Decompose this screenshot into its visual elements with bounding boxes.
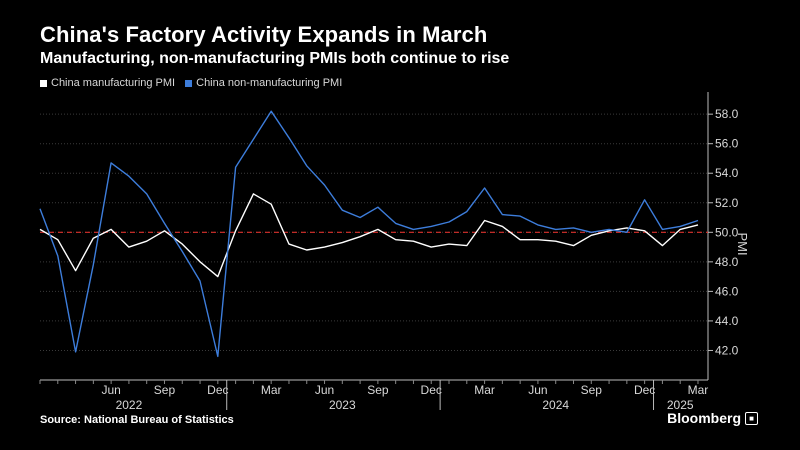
legend: China manufacturing PMI China non-manufa…	[40, 77, 342, 89]
y-axis-label: PMI	[735, 232, 750, 255]
x-tick-label: Jun	[528, 383, 547, 397]
x-tick-label: Jun	[101, 383, 120, 397]
y-tick-label: 50.0	[715, 225, 739, 239]
bloomberg-logo: Bloomberg ■	[667, 410, 758, 426]
x-tick-label: Sep	[581, 383, 603, 397]
source-note: Source: National Bureau of Statistics	[40, 414, 234, 426]
bloomberg-mark-icon: ■	[745, 411, 758, 425]
legend-item-non-manufacturing: China non-manufacturing PMI	[185, 77, 342, 89]
legend-item-manufacturing: China manufacturing PMI	[40, 77, 175, 89]
y-tick-label: 56.0	[715, 137, 739, 151]
y-tick-label: 48.0	[715, 255, 739, 269]
brand-name: Bloomberg	[667, 410, 741, 426]
series-line-manufacturing	[39, 193, 699, 278]
y-tick-label: 42.0	[715, 343, 739, 357]
x-tick-label: Dec	[207, 383, 228, 397]
legend-label-manufacturing: China manufacturing PMI	[51, 77, 176, 89]
y-tick-label: 52.0	[715, 196, 739, 210]
year-label: 2025	[667, 398, 694, 412]
legend-swatch-manufacturing	[40, 79, 47, 87]
y-tick-label: 58.0	[715, 107, 739, 121]
chart-title: China's Factory Activity Expands in Marc…	[40, 22, 488, 47]
legend-swatch-non-manufacturing	[185, 79, 193, 87]
year-label: 2024	[542, 398, 569, 412]
x-tick-label: Mar	[261, 383, 282, 397]
y-tick-label: 44.0	[715, 314, 739, 328]
y-tick-label: 46.0	[715, 284, 739, 298]
series-line-non-manufacturing	[39, 110, 699, 358]
year-label: 2022	[116, 398, 143, 412]
legend-label-non-manufacturing: China non-manufacturing PMI	[196, 77, 343, 89]
x-tick-label: Mar	[688, 383, 709, 397]
x-tick-label: Sep	[367, 383, 389, 397]
chart-subtitle: Manufacturing, non-manufacturing PMIs bo…	[40, 50, 510, 67]
year-label: 2023	[329, 398, 356, 412]
x-tick-label: Dec	[634, 383, 655, 397]
x-tick-label: Sep	[154, 383, 176, 397]
x-tick-label: Jun	[315, 383, 334, 397]
x-tick-label: Dec	[421, 383, 442, 397]
y-tick-label: 54.0	[715, 166, 739, 180]
x-tick-label: Mar	[474, 383, 495, 397]
